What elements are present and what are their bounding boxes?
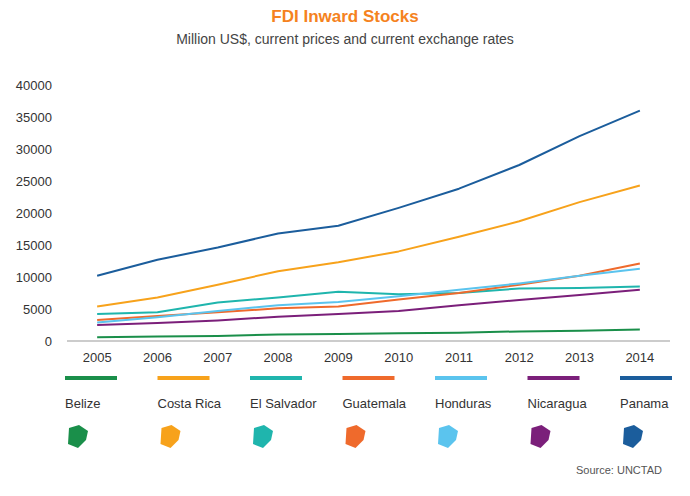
legend-swatch xyxy=(528,376,580,380)
legend-swatch xyxy=(435,376,487,380)
series-line xyxy=(97,111,640,276)
subtitle: Million US$, current prices and current … xyxy=(176,31,514,47)
x-axis-line xyxy=(67,341,670,342)
y-tick-label: 20000 xyxy=(16,206,52,221)
y-tick-label: 0 xyxy=(45,334,52,349)
x-tick-label: 2009 xyxy=(324,350,353,365)
y-tick-label: 30000 xyxy=(16,142,52,157)
chart-svg: FDI Inward Stocks Million US$, current pr… xyxy=(0,0,690,496)
legend-label: El Salvador xyxy=(250,396,317,411)
legend-swatch xyxy=(343,376,395,380)
y-tick-label: 10000 xyxy=(16,270,52,285)
x-tick-label: 2013 xyxy=(565,350,594,365)
legend-icon xyxy=(161,425,181,448)
x-tick-label: 2014 xyxy=(625,350,654,365)
series-line xyxy=(97,329,640,337)
y-tick-label: 40000 xyxy=(16,78,52,93)
x-tick-label: 2012 xyxy=(505,350,534,365)
y-tick-label: 25000 xyxy=(16,174,52,189)
legend-label: Panama xyxy=(620,396,669,411)
x-tick-label: 2008 xyxy=(264,350,293,365)
x-tick-label: 2006 xyxy=(143,350,172,365)
legend-icon xyxy=(623,425,643,448)
x-tick-label: 2010 xyxy=(384,350,413,365)
legend-swatch xyxy=(65,376,117,380)
legend-label: Belize xyxy=(65,396,100,411)
legend-swatch xyxy=(620,376,672,380)
source-note: Source: UNCTAD xyxy=(576,464,662,476)
series-line xyxy=(97,264,640,320)
y-tick-label: 5000 xyxy=(23,302,52,317)
series-line xyxy=(97,290,640,325)
legend-label: Costa Rica xyxy=(158,396,222,411)
series-line xyxy=(97,287,640,315)
legend-icon xyxy=(68,425,88,448)
legend-icon xyxy=(438,425,458,448)
title: FDI Inward Stocks xyxy=(271,7,418,26)
legend: Belize Costa Rica El Salvador Guatemala Hond… xyxy=(65,378,672,448)
legend-icon xyxy=(531,425,551,448)
series-line xyxy=(97,269,640,323)
x-tick-label: 2005 xyxy=(83,350,112,365)
x-tick-label: 2007 xyxy=(203,350,232,365)
legend-swatch xyxy=(158,376,210,380)
legend-label: Guatemala xyxy=(343,396,407,411)
legend-swatch xyxy=(250,376,302,380)
legend-icon xyxy=(253,425,273,448)
legend-label: Nicaragua xyxy=(528,396,588,411)
x-tick-label: 2011 xyxy=(445,350,473,365)
y-tick-label: 35000 xyxy=(16,110,52,125)
legend-label: Honduras xyxy=(435,396,492,411)
legend-icon xyxy=(346,425,366,448)
y-tick-label: 15000 xyxy=(16,238,52,253)
chart-container: FDI Inward Stocks Million US$, current pr… xyxy=(0,0,690,496)
plot-lines xyxy=(97,111,640,338)
